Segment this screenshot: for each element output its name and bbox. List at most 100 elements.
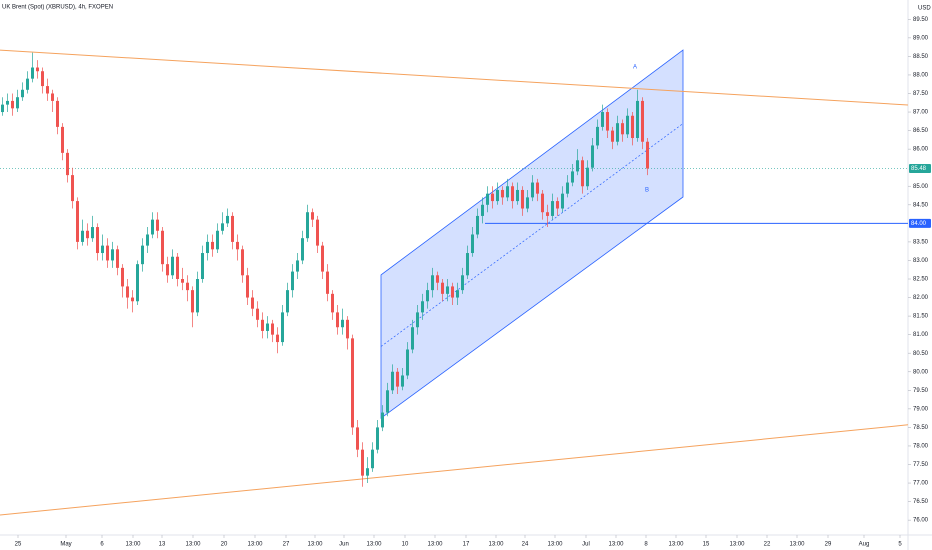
x-tick-label: 17 [463,542,470,548]
y-tick-label: 81.50 [913,314,929,320]
x-tick-label: 13:00 [668,542,684,548]
x-tick-label: 8 [644,542,648,548]
candle-body [356,427,359,450]
candle-body [366,468,369,476]
candle-body [296,260,299,272]
x-tick-label: 13:00 [366,542,382,548]
x-tick-label: 13:00 [488,542,504,548]
candle-body [561,193,564,209]
candle-body [21,89,24,98]
x-tick-label: 13:00 [608,542,624,548]
candle-body [516,189,519,202]
currency-label: USD [918,6,931,12]
candle-body [431,275,434,291]
candle-body [176,256,179,280]
candle-body [156,219,159,231]
candle-body [171,256,174,276]
candle-body [31,67,34,79]
x-tick-label: 29 [825,542,832,548]
candle-body [566,182,569,194]
candle-body [451,286,454,298]
plot-area [0,49,908,516]
candle-body [261,319,264,331]
candle-body [426,290,429,302]
price-label: 85.48 [911,166,927,172]
x-tick-label: 13:00 [427,542,443,548]
y-tick-label: 86.00 [913,147,929,153]
candle-body [341,319,344,328]
x-tick-label: Aug [859,542,870,548]
candle-body [66,152,69,176]
candle-body [361,449,364,476]
candle-body [571,171,574,183]
candle-body [71,175,74,202]
candle-body [541,193,544,213]
candle-body [386,390,389,413]
candle-body [131,297,134,302]
candle-body [346,319,349,339]
candle-body [266,323,269,331]
y-tick-label: 86.50 [913,128,929,134]
annotation: B [645,188,649,194]
candle-body [91,227,94,239]
candle-body [46,86,49,94]
candle-body [551,201,554,216]
candle-body [521,189,524,209]
candle-body [481,204,484,216]
y-tick-label: 77.00 [913,481,929,487]
x-tick-label: 22 [764,542,771,548]
candle-body [486,193,489,205]
candle-body [196,279,199,313]
candle-body [86,230,89,239]
candle-body [376,427,379,450]
y-tick-label: 85.00 [913,184,929,190]
candle-body [606,112,609,131]
candle-body [611,130,614,142]
y-tick-label: 78.50 [913,425,929,431]
x-tick-label: 6 [100,542,104,548]
candle-body [161,230,164,265]
trendline [0,49,908,106]
candle-body [226,215,229,224]
candle-body [491,193,494,202]
x-tick-label: 20 [221,542,228,548]
x-tick-label: Jul [582,542,590,548]
y-tick-label: 88.50 [913,54,929,60]
candle-body [141,245,144,265]
candle-body [101,245,104,254]
candle-body [406,349,409,376]
y-tick-label: 87.00 [913,110,929,116]
channel-fill [380,49,684,419]
x-tick-label: 13:00 [307,542,323,548]
candle-body [471,234,474,254]
candle-body [216,230,219,250]
candle-body [446,286,449,294]
candle-body [371,449,374,469]
y-tick-label: 87.50 [913,91,929,97]
x-tick-label: May [60,542,71,548]
candle-body [331,293,334,313]
candle-body [6,100,9,105]
x-tick-label: 10 [402,542,409,548]
x-tick-label: 5 [898,542,902,548]
candle-body [301,238,304,261]
candle-body [396,371,399,387]
candle-body [236,241,239,250]
candle-body [621,123,624,135]
candle-body [76,201,79,242]
y-tick-label: 82.00 [913,295,929,301]
candle-body [586,167,589,187]
candle-body [241,249,244,276]
annotation: A [633,65,637,71]
candle-body [96,227,99,254]
x-tick-label: 27 [283,542,290,548]
candle-body [416,312,419,328]
candle-body [401,375,404,387]
candle-body [591,145,594,168]
candle-body [201,253,204,280]
candle-body [181,279,184,283]
candle-body [646,141,649,169]
y-tick-label: 84.50 [913,202,929,208]
candle-body [221,223,224,231]
candle-body [616,123,619,142]
